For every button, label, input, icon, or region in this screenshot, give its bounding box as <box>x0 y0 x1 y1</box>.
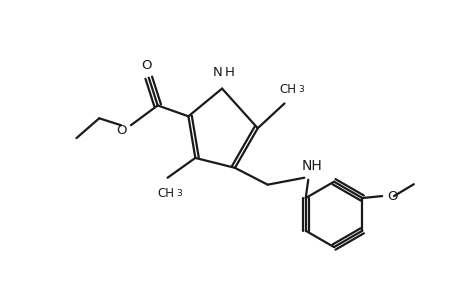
Text: CH: CH <box>278 83 295 96</box>
Text: O: O <box>386 190 397 202</box>
Text: N: N <box>213 66 223 79</box>
Text: 3: 3 <box>176 189 182 198</box>
Text: 3: 3 <box>298 85 303 94</box>
Text: O: O <box>141 59 151 72</box>
Text: H: H <box>224 66 235 79</box>
Text: O: O <box>116 124 126 137</box>
Text: NH: NH <box>301 159 322 173</box>
Text: CH: CH <box>157 187 174 200</box>
